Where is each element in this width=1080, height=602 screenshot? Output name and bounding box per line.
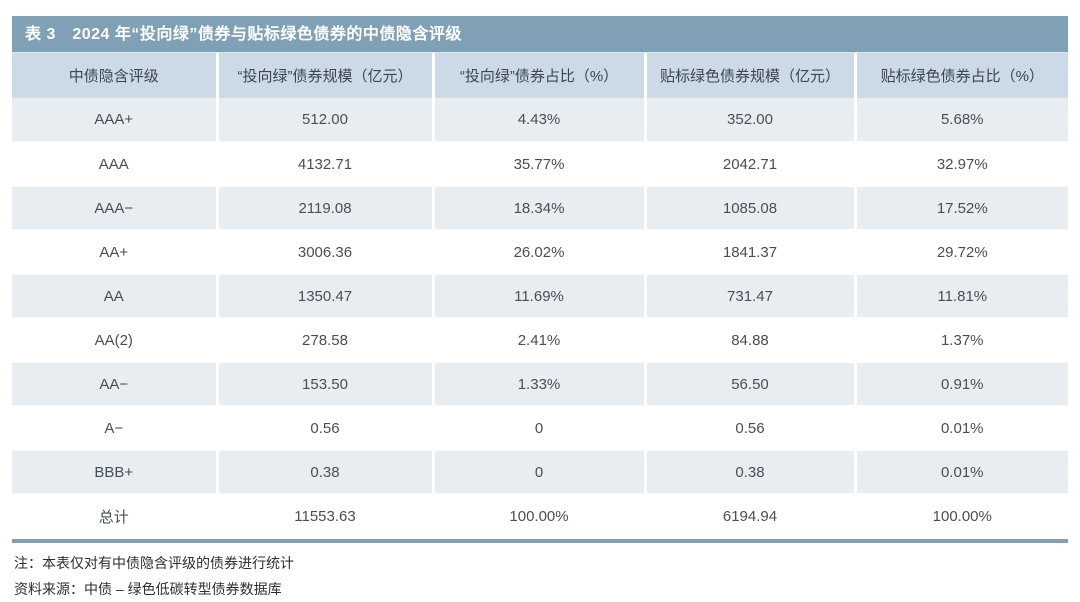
value-cell: 512.00 xyxy=(215,98,433,143)
note-text: 注：本表仅对有中债隐含评级的债券进行统计 xyxy=(14,555,294,571)
table-notes: 注：本表仅对有中债隐含评级的债券进行统计 资料来源：中债 – 绿色低碳转型债券数… xyxy=(12,543,1068,602)
value-cell: 1841.37 xyxy=(643,230,855,275)
rating-cell: AA(2) xyxy=(12,318,217,363)
value-cell: 2.41% xyxy=(431,318,645,363)
rating-cell: AA+ xyxy=(12,230,217,275)
table-row: A− 0.56 0 0.56 0.01% xyxy=(12,406,1068,451)
value-cell: 0 xyxy=(431,450,645,495)
column-header: 中债隐含评级 xyxy=(12,53,217,98)
value-cell: 6194.94 xyxy=(643,494,855,539)
value-cell: 4132.71 xyxy=(215,142,433,187)
rating-cell: 总计 xyxy=(12,494,217,539)
value-cell: 0.56 xyxy=(215,406,433,451)
rating-cell: AAA xyxy=(12,142,217,187)
column-header: 贴标绿色债券规模（亿元） xyxy=(643,53,855,98)
rating-table-card: 表 3 2024 年“投向绿”债券与贴标绿色债券的中债隐含评级 中债隐含评级 “投… xyxy=(12,16,1068,602)
table-body: AAA+ 512.00 4.43% 352.00 5.68% AAA 4132.71 35.7… xyxy=(12,98,1068,539)
value-cell: 5.68% xyxy=(853,98,1068,143)
value-cell: 731.47 xyxy=(643,274,855,319)
value-cell: 1.33% xyxy=(431,362,645,407)
table-title: 表 3 2024 年“投向绿”债券与贴标绿色债券的中债隐含评级 xyxy=(12,16,1068,53)
value-cell: 32.97% xyxy=(853,142,1068,187)
value-cell: 11553.63 xyxy=(215,494,433,539)
rating-cell: BBB+ xyxy=(12,450,217,495)
value-cell: 0.38 xyxy=(643,450,855,495)
value-cell: 1.37% xyxy=(853,318,1068,363)
rating-cell: AA− xyxy=(12,362,217,407)
value-cell: 26.02% xyxy=(431,230,645,275)
total-row: 总计 11553.63 100.00% 6194.94 100.00% xyxy=(12,494,1068,539)
table-row: AA(2) 278.58 2.41% 84.88 1.37% xyxy=(12,318,1068,363)
value-cell: 0.01% xyxy=(853,450,1068,495)
value-cell: 35.77% xyxy=(431,142,645,187)
rating-cell: A− xyxy=(12,406,217,451)
value-cell: 2119.08 xyxy=(215,186,433,231)
column-header: “投向绿”债券规模（亿元） xyxy=(215,53,433,98)
rating-cell: AA xyxy=(12,274,217,319)
table-row: AA− 153.50 1.33% 56.50 0.91% xyxy=(12,362,1068,407)
value-cell: 278.58 xyxy=(215,318,433,363)
table-row: AAA− 2119.08 18.34% 1085.08 17.52% xyxy=(12,186,1068,231)
value-cell: 0 xyxy=(431,406,645,451)
table-row: AA 1350.47 11.69% 731.47 11.81% xyxy=(12,274,1068,319)
column-header: “投向绿”债券占比（%） xyxy=(431,53,645,98)
value-cell: 29.72% xyxy=(853,230,1068,275)
value-cell: 11.81% xyxy=(853,274,1068,319)
header-row: 中债隐含评级 “投向绿”债券规模（亿元） “投向绿”债券占比（%） 贴标绿色债券规模（… xyxy=(12,53,1068,98)
column-header: 贴标绿色债券占比（%） xyxy=(853,53,1068,98)
table-header: 中债隐含评级 “投向绿”债券规模（亿元） “投向绿”债券占比（%） 贴标绿色债券规模（… xyxy=(12,53,1068,98)
rating-cell: AAA− xyxy=(12,186,217,231)
value-cell: 11.69% xyxy=(431,274,645,319)
value-cell: 0.38 xyxy=(215,450,433,495)
value-cell: 4.43% xyxy=(431,98,645,143)
value-cell: 352.00 xyxy=(643,98,855,143)
value-cell: 0.56 xyxy=(643,406,855,451)
table-row: AAA+ 512.00 4.43% 352.00 5.68% xyxy=(12,98,1068,143)
value-cell: 1350.47 xyxy=(215,274,433,319)
source-text: 资料来源：中债 – 绿色低碳转型债券数据库 xyxy=(14,581,282,597)
value-cell: 18.34% xyxy=(431,186,645,231)
value-cell: 0.01% xyxy=(853,406,1068,451)
value-cell: 84.88 xyxy=(643,318,855,363)
table-bottom-rule xyxy=(12,539,1068,543)
value-cell: 3006.36 xyxy=(215,230,433,275)
value-cell: 17.52% xyxy=(853,186,1068,231)
table-row: BBB+ 0.38 0 0.38 0.01% xyxy=(12,450,1068,495)
value-cell: 2042.71 xyxy=(643,142,855,187)
value-cell: 0.91% xyxy=(853,362,1068,407)
value-cell: 1085.08 xyxy=(643,186,855,231)
rating-cell: AAA+ xyxy=(12,98,217,143)
value-cell: 100.00% xyxy=(431,494,645,539)
rating-data-table: 中债隐含评级 “投向绿”债券规模（亿元） “投向绿”债券占比（%） 贴标绿色债券规模（… xyxy=(12,53,1068,539)
value-cell: 153.50 xyxy=(215,362,433,407)
table-row: AAA 4132.71 35.77% 2042.71 32.97% xyxy=(12,142,1068,187)
value-cell: 100.00% xyxy=(853,494,1068,539)
table-row: AA+ 3006.36 26.02% 1841.37 29.72% xyxy=(12,230,1068,275)
value-cell: 56.50 xyxy=(643,362,855,407)
